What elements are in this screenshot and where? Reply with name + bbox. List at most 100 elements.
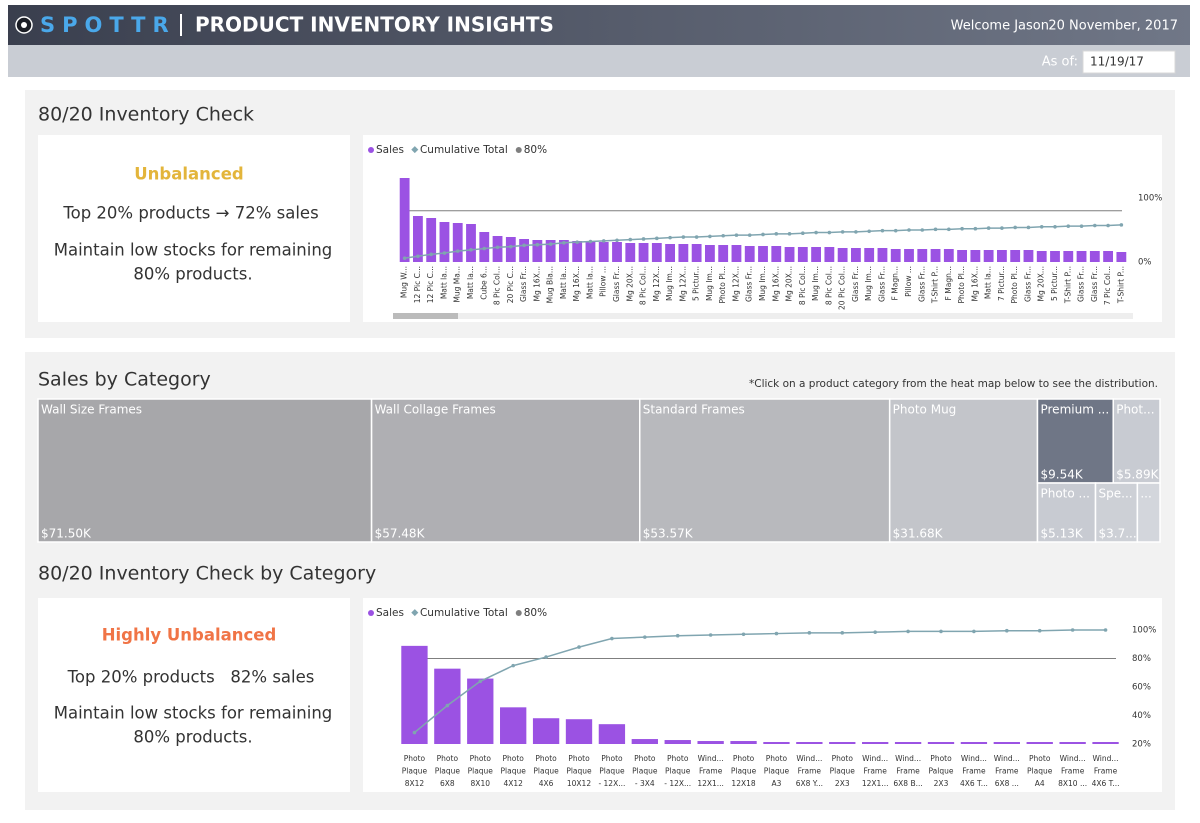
x-tick-label: Frame bbox=[699, 767, 723, 776]
cumulative-point bbox=[1106, 223, 1110, 228]
x-tick-label: 4X6 T... bbox=[960, 779, 988, 788]
section-title: 80/20 Inventory Check by Category bbox=[38, 563, 376, 585]
treemap-tile[interactable] bbox=[1112, 398, 1161, 484]
x-tick-label: 2X3 bbox=[835, 779, 850, 788]
cumulative-point bbox=[562, 241, 566, 245]
date: 20 November, 2017 bbox=[1048, 19, 1178, 34]
tile-value: $5.89K bbox=[1116, 468, 1159, 482]
cumulative-point bbox=[495, 245, 500, 250]
x-tick-label: Plaque bbox=[731, 767, 757, 776]
x-tick-label: 12X1... bbox=[697, 779, 724, 788]
cumulative-point bbox=[442, 251, 447, 255]
cumulative-point bbox=[933, 227, 938, 232]
cumulative-point bbox=[761, 232, 765, 237]
x-tick-label: Frame bbox=[863, 767, 887, 776]
summary-panel bbox=[38, 598, 350, 792]
advice: 80% products. bbox=[133, 265, 252, 284]
legend-marker bbox=[368, 147, 374, 153]
x-tick-label: Photo Pl... bbox=[1010, 266, 1019, 304]
cumulative-point bbox=[455, 249, 460, 253]
bar bbox=[651, 243, 662, 262]
cumulative-point bbox=[787, 232, 792, 236]
treemap-tile[interactable] bbox=[639, 398, 891, 543]
cumulative-point bbox=[681, 235, 686, 239]
bar bbox=[401, 645, 428, 744]
x-tick-label: Glass Fr... bbox=[1090, 266, 1099, 302]
bar bbox=[904, 249, 914, 262]
cumulative-point bbox=[907, 228, 911, 232]
bar bbox=[1026, 742, 1053, 744]
x-tick-label: - 12X... bbox=[664, 779, 691, 788]
x-tick-label: Mg 20X... bbox=[1037, 266, 1046, 301]
bar bbox=[625, 243, 636, 262]
bar bbox=[545, 240, 556, 262]
logo: SPOTTR bbox=[40, 13, 176, 37]
bar bbox=[927, 742, 955, 744]
x-tick-label: Frame bbox=[962, 767, 986, 776]
x-tick-label: Glass Fr... bbox=[917, 266, 926, 302]
bar bbox=[784, 247, 795, 262]
as-of-value: 11/19/17 bbox=[1090, 55, 1144, 69]
as-of-input[interactable] bbox=[1082, 50, 1176, 74]
x-tick-label: F Magn... bbox=[944, 266, 953, 300]
section-title: 80/20 Inventory Check bbox=[38, 104, 254, 126]
x-tick-label: Glass Fr... bbox=[612, 266, 621, 302]
treemap-tile[interactable] bbox=[1136, 482, 1161, 543]
x-tick-label: Photo bbox=[667, 754, 689, 763]
cumulative-point bbox=[1079, 224, 1084, 228]
cumulative-point bbox=[1013, 225, 1017, 230]
x-tick-label: Matt la... bbox=[984, 266, 993, 299]
x-tick-label: 8 Pic Col... bbox=[824, 266, 833, 305]
cumulative-point bbox=[814, 230, 818, 235]
cumulative-point bbox=[774, 232, 779, 236]
x-tick-label: Photo Pl... bbox=[718, 266, 727, 304]
cumulative-point bbox=[601, 239, 606, 243]
bar bbox=[864, 248, 875, 262]
bar bbox=[894, 742, 922, 744]
bar bbox=[960, 742, 988, 744]
cumulative-point bbox=[668, 235, 672, 240]
bar bbox=[797, 247, 808, 262]
bar bbox=[598, 724, 626, 744]
x-tick-label: Photo bbox=[1029, 754, 1051, 763]
bar bbox=[890, 249, 901, 262]
x-tick-label: Glass Fr... bbox=[1023, 266, 1032, 302]
treemap-tile[interactable] bbox=[37, 398, 373, 543]
x-tick-label: Frame bbox=[1094, 767, 1118, 776]
bar bbox=[718, 245, 729, 262]
x-tick-label: - 12X... bbox=[598, 779, 625, 788]
bar bbox=[850, 248, 861, 262]
advice: Maintain low stocks for remaining bbox=[54, 241, 333, 260]
y2-tick-label: 0% bbox=[1138, 258, 1152, 268]
x-tick-label: Mg 16X... bbox=[771, 266, 780, 301]
cumulative-point bbox=[873, 630, 877, 634]
x-tick-label: Photo bbox=[766, 754, 788, 763]
legend-label: Sales bbox=[376, 607, 404, 619]
cumulative-point bbox=[522, 243, 526, 248]
x-tick-label: 8X12 bbox=[405, 779, 425, 788]
x-tick-label: Matt la... bbox=[466, 266, 475, 299]
as-of-bar bbox=[8, 45, 1190, 77]
bar bbox=[691, 244, 702, 262]
bar bbox=[426, 218, 437, 262]
x-tick-label: 6X8 ... bbox=[995, 779, 1019, 788]
cumulative-point bbox=[577, 645, 581, 649]
bar bbox=[996, 250, 1007, 262]
x-tick-label: Plaque bbox=[402, 767, 428, 776]
cumulative-point bbox=[445, 703, 450, 708]
bar bbox=[466, 224, 476, 262]
x-tick-label: 12X1... bbox=[862, 779, 889, 788]
scrollbar-thumb[interactable] bbox=[393, 313, 458, 319]
x-tick-label: T-Shirt P... bbox=[1063, 266, 1072, 304]
treemap-tile[interactable] bbox=[888, 398, 1039, 543]
x-tick-label: 8X10 bbox=[471, 779, 491, 788]
cumulative-point bbox=[1119, 223, 1124, 227]
tile-label: ... bbox=[1140, 487, 1151, 501]
cumulative-line bbox=[413, 629, 1106, 734]
treemap-tile[interactable] bbox=[370, 398, 641, 543]
x-tick-label: Photo bbox=[404, 754, 426, 763]
cumulative-point bbox=[939, 629, 943, 634]
treemap-tile[interactable] bbox=[1036, 482, 1097, 543]
cumulative-point bbox=[535, 242, 540, 247]
x-tick-label: Mg 16X... bbox=[532, 266, 541, 301]
